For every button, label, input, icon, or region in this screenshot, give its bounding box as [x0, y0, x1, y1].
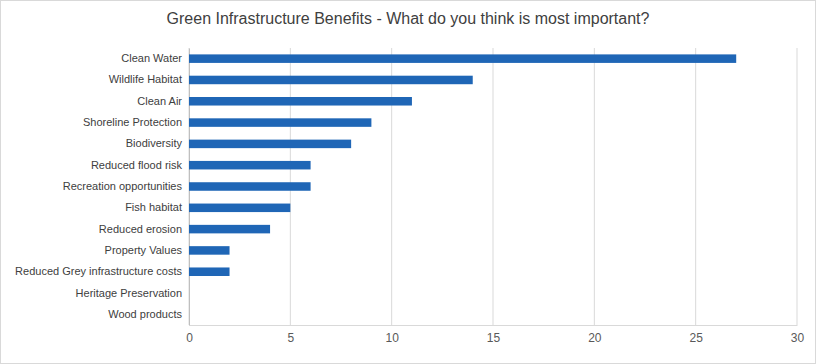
y-tick: Reduced erosion — [99, 223, 189, 235]
y-tick-label: Wood products — [108, 308, 182, 320]
y-tick: Shoreline Protection — [83, 116, 189, 128]
y-tick: Wood products — [108, 308, 189, 320]
y-tick: Wildlife Habitat — [109, 73, 189, 85]
bar — [189, 246, 230, 255]
bar — [189, 76, 473, 85]
title: Green Infrastructure Benefits - What do … — [167, 10, 650, 27]
chart-frame — [1, 1, 816, 364]
x-tick: 15 — [487, 325, 501, 345]
bar — [189, 54, 736, 63]
x-tick: 5 — [287, 325, 294, 345]
y-tick-label: Biodiversity — [126, 137, 183, 149]
bar — [189, 310, 190, 319]
x-tick-label: 25 — [689, 331, 703, 345]
x-axis-line — [190, 325, 798, 326]
y-tick: Clean Water — [121, 52, 189, 64]
y-tick: Reduced Grey infrastructure costs — [15, 265, 189, 277]
x-tick: 30 — [791, 325, 805, 345]
y-tick-label: Wildlife Habitat — [109, 73, 182, 85]
y-tick-label: Heritage Preservation — [76, 287, 182, 299]
x-tick: 0 — [186, 325, 193, 345]
x-tick: 25 — [689, 325, 703, 345]
x-tick-label: 0 — [186, 331, 193, 345]
x-tick: 20 — [588, 325, 602, 345]
bar — [189, 182, 311, 191]
y-tick-label: Clean Water — [121, 52, 182, 64]
grid-line — [391, 48, 392, 325]
y-tick-label: Fish habitat — [125, 201, 182, 213]
x-tick-label: 30 — [791, 331, 805, 345]
grid-line — [797, 48, 798, 325]
y-tick: Clean Air — [137, 95, 189, 107]
y-tick: Reduced flood risk — [91, 159, 189, 171]
x-tick-label: 20 — [588, 331, 602, 345]
y-tick: Biodiversity — [126, 137, 189, 149]
grid-line — [594, 48, 595, 325]
bar — [189, 225, 270, 234]
x-tick-label: 5 — [287, 331, 294, 345]
x-tick-label: 15 — [487, 331, 501, 345]
y-tick-label: Property Values — [105, 244, 183, 256]
y-tick-label: Reduced erosion — [99, 223, 182, 235]
bar — [189, 118, 371, 127]
bars — [189, 54, 736, 276]
x-axis: 0 5 10 15 20 25 30 — [186, 325, 804, 345]
x-tick: 10 — [385, 325, 399, 345]
y-tick-label: Reduced flood risk — [91, 159, 183, 171]
bar — [189, 140, 351, 149]
y-tick-label: Shoreline Protection — [83, 116, 182, 128]
y-axis: Clean Water Wildlife Habitat Clean Air Shor… — [15, 49, 189, 326]
y-tick-label: Recreation opportunities — [63, 180, 183, 192]
grid-line — [493, 48, 494, 325]
y-tick: Recreation opportunities — [63, 180, 189, 192]
bar — [189, 267, 230, 276]
y-tick: Property Values — [105, 244, 189, 256]
chart: Green Infrastructure Benefits - What do … — [0, 0, 816, 364]
x-tick-label: 10 — [385, 331, 399, 345]
y-tick: Fish habitat — [125, 201, 189, 213]
y-tick-label: Clean Air — [137, 95, 182, 107]
bar — [189, 204, 290, 213]
y-tick-label: Reduced Grey infrastructure costs — [15, 265, 182, 277]
grid-line — [695, 48, 696, 325]
bar — [189, 97, 412, 106]
y-tick: Heritage Preservation — [76, 287, 189, 299]
bar — [189, 161, 311, 170]
bar — [189, 289, 190, 298]
